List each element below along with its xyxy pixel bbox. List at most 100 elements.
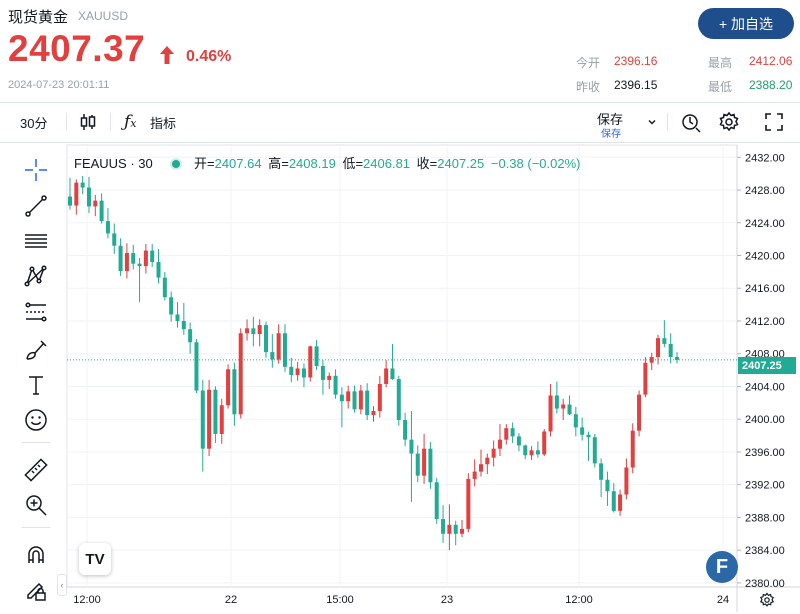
lines-icon[interactable] — [20, 227, 52, 255]
y-tick-label: 2392.00 — [745, 480, 785, 492]
candle-body — [611, 491, 616, 511]
chart-frame — [66, 144, 738, 588]
toolbar-separator — [110, 113, 111, 131]
chart-legend: FEAUUS · 30 开=2407.64 高=2408.19 低=2406.8… — [74, 153, 581, 172]
x-tick-label: 12:00 — [73, 594, 101, 606]
candle-body — [605, 479, 610, 492]
gear-icon[interactable] — [759, 592, 775, 608]
candle-body — [649, 356, 654, 363]
chevron-down-icon[interactable] — [647, 117, 657, 127]
legend-close: 2407.25 — [437, 156, 485, 171]
lock-pencil-icon[interactable] — [20, 576, 52, 604]
ruler-icon[interactable] — [20, 456, 52, 484]
candle-body — [175, 314, 180, 321]
candle-body — [384, 368, 389, 385]
gear-icon[interactable] — [718, 111, 740, 133]
candle-body — [143, 250, 148, 267]
tradingview-logo[interactable]: TV — [79, 543, 111, 575]
last-price-label: 2407.25 — [738, 357, 796, 374]
candle-body — [422, 448, 427, 476]
candle-body — [289, 366, 294, 376]
candle-body — [124, 253, 129, 272]
trendline-icon[interactable] — [20, 192, 52, 220]
candle-body — [485, 457, 490, 465]
candle-body — [637, 394, 642, 431]
candle-body — [497, 439, 502, 449]
y-tick-label: 2432.00 — [745, 152, 785, 164]
tools-separator — [22, 527, 50, 528]
candle-body — [245, 328, 250, 334]
candle-body — [105, 221, 110, 234]
candle-body — [238, 333, 243, 415]
candle-body — [662, 338, 667, 344]
x-tick-label: 22 — [225, 594, 237, 606]
prev-close-label: 昨收 — [576, 80, 601, 94]
zoom-in-icon[interactable] — [20, 491, 52, 519]
candle-body — [68, 196, 72, 206]
candle-body — [314, 346, 319, 366]
up-arrow-icon — [160, 46, 174, 64]
candle-body — [131, 253, 136, 264]
low-label: 最低 — [708, 80, 733, 94]
x-tick-label: 12:00 — [565, 594, 593, 606]
crosshair-icon[interactable] — [20, 156, 52, 184]
candle-body — [535, 450, 540, 455]
candle-body — [630, 430, 635, 468]
candle-body — [675, 356, 679, 360]
tools-separator — [22, 442, 50, 443]
legend-symbol: FEAUUS · 30 — [74, 156, 153, 171]
indicators-button[interactable]: 指标 — [150, 115, 177, 131]
legend-high: 2408.19 — [288, 156, 336, 171]
y-tick-label: 2412.00 — [745, 316, 785, 328]
candles-icon[interactable] — [78, 104, 98, 140]
candle-body — [352, 391, 357, 410]
add-watchlist-button[interactable]: + 加自选 — [698, 8, 794, 39]
candle-body — [365, 390, 370, 416]
candle-body — [308, 346, 313, 378]
pattern-icon[interactable] — [20, 262, 52, 290]
candle-body — [207, 389, 212, 449]
candle-body — [510, 428, 515, 437]
candle-body — [428, 448, 433, 483]
alert-icon[interactable] — [680, 111, 702, 133]
y-tick-label: 2424.00 — [745, 218, 785, 230]
candle-body — [478, 464, 483, 472]
candle-body — [264, 325, 269, 353]
save-button[interactable]: 保存 — [597, 112, 624, 127]
emoji-icon[interactable] — [20, 406, 52, 434]
candle-body — [232, 369, 237, 415]
interval-selector[interactable]: 30分 — [20, 115, 48, 131]
legend-open: 2407.64 — [214, 156, 262, 171]
legend-dot-icon — [172, 160, 181, 168]
candle-body — [624, 467, 629, 495]
candle-body — [276, 333, 281, 360]
candle-body — [112, 233, 117, 246]
candle-body — [504, 428, 509, 440]
open-label: 今开 — [576, 56, 601, 70]
text-icon[interactable] — [20, 371, 52, 399]
candle-body — [80, 182, 85, 188]
toolbar-separator — [66, 113, 67, 131]
fib-icon[interactable] — [20, 298, 52, 326]
candle-body — [270, 352, 275, 360]
y-tick-label: 2384.00 — [745, 545, 785, 557]
save-sub-label: 保存 — [601, 129, 621, 140]
candle-body — [282, 333, 287, 367]
instrument-symbol: XAUUSD — [78, 9, 129, 23]
candle-body — [327, 375, 332, 380]
candle-body — [156, 262, 161, 278]
prev-close-value: 2396.15 — [614, 78, 658, 92]
toolbar-top-border — [0, 102, 800, 103]
candle-body — [99, 200, 104, 222]
brand-logo[interactable]: F — [706, 551, 738, 583]
candle-body — [409, 439, 414, 454]
brush-icon[interactable] — [20, 336, 52, 364]
candle-body — [251, 328, 256, 335]
y-tick-label: 2400.00 — [745, 414, 785, 426]
magnet-icon[interactable] — [20, 541, 52, 569]
legend-close-label: 收= — [416, 156, 438, 171]
fx-icon[interactable]: ƒx — [124, 112, 137, 132]
candle-body — [542, 431, 547, 455]
fullscreen-icon[interactable] — [764, 112, 784, 132]
